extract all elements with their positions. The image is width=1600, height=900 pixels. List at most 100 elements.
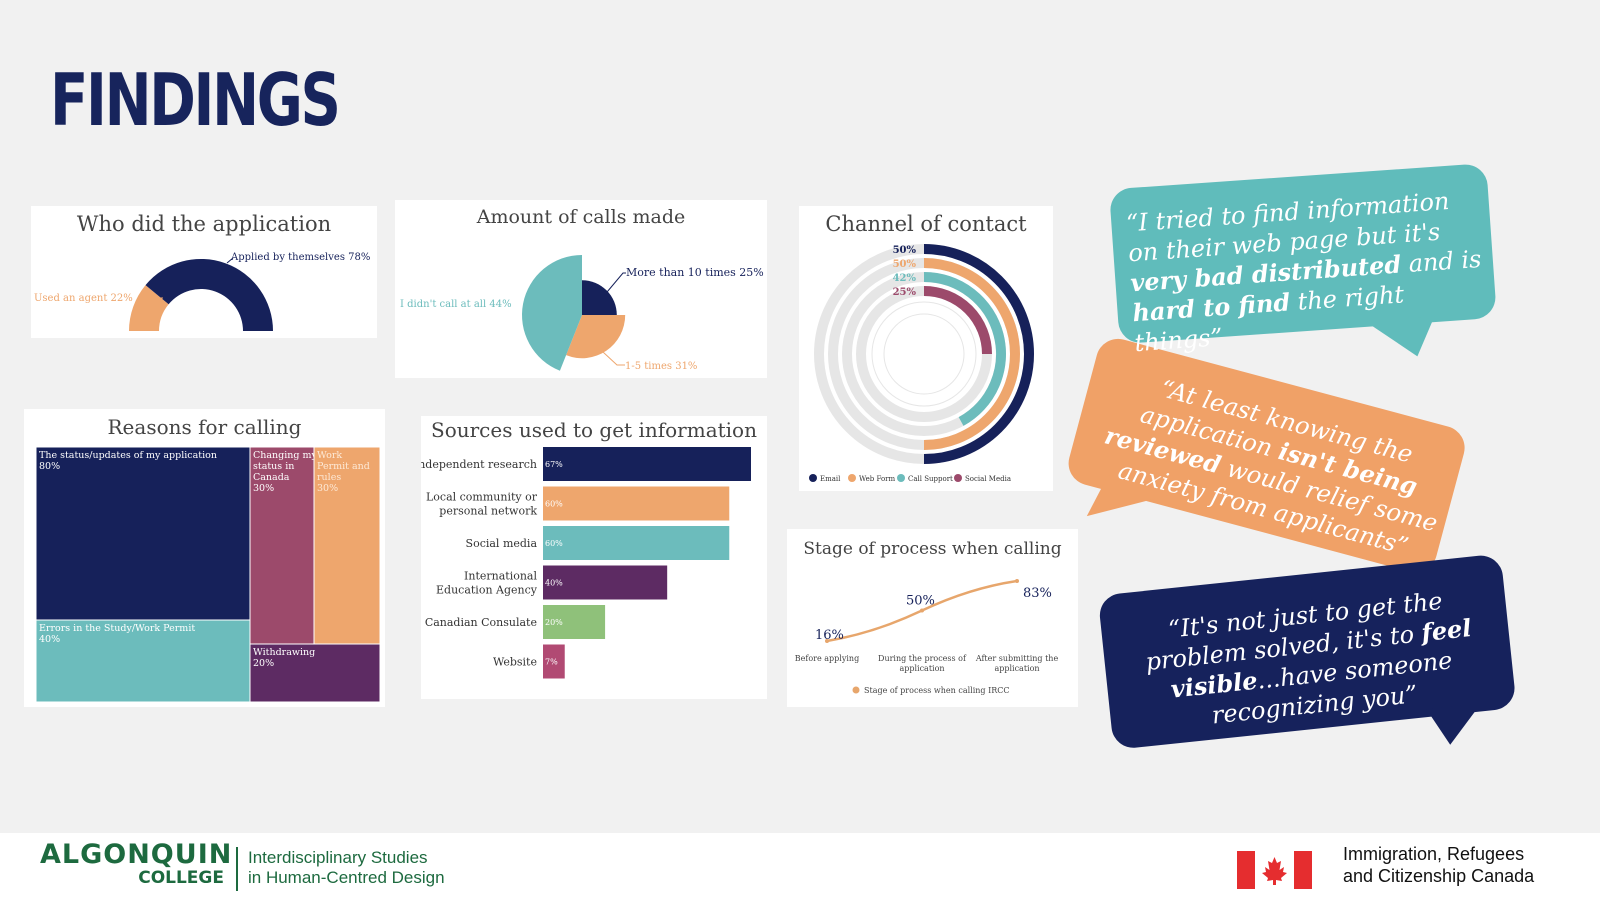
slice-label: I didn't call at all 44% bbox=[400, 299, 512, 310]
pie-slice bbox=[566, 315, 626, 359]
cell-label: The status/updates of my application bbox=[39, 450, 217, 461]
point-value-label: 16% bbox=[815, 628, 844, 643]
treemap-cell bbox=[35, 619, 251, 703]
legend-label: Web Form bbox=[859, 475, 896, 483]
treemap-cell bbox=[313, 446, 381, 645]
radial-bar bbox=[923, 244, 1034, 464]
donut-slice bbox=[145, 259, 273, 331]
bar-category-label: Social media bbox=[466, 537, 538, 550]
point-value-label: 50% bbox=[906, 594, 935, 609]
value-label: 42% bbox=[893, 273, 917, 284]
x-tick-label: application bbox=[899, 664, 944, 673]
chart-title: Reasons for calling bbox=[107, 415, 302, 439]
bar bbox=[543, 644, 565, 679]
bar bbox=[543, 605, 606, 639]
bar bbox=[543, 486, 730, 521]
canada-flag-icon bbox=[1237, 851, 1312, 889]
chart-title: Who did the application bbox=[76, 212, 332, 236]
cell-value: 20% bbox=[253, 658, 274, 669]
cell-value: 30% bbox=[253, 483, 274, 494]
donut-slice bbox=[129, 285, 169, 331]
program-line: Interdisciplinary Studies bbox=[248, 848, 428, 867]
pie-slice bbox=[521, 255, 582, 371]
radial-inner bbox=[883, 313, 965, 395]
radial-bar bbox=[923, 258, 1020, 450]
quote-text: and is bbox=[1400, 244, 1483, 279]
cell-label: Errors in the Study/Work Permit bbox=[39, 623, 195, 634]
value-label: 50% bbox=[893, 259, 917, 270]
cell-label: Changing my bbox=[253, 450, 318, 461]
leader-line bbox=[602, 351, 625, 366]
program-name: Interdisciplinary Studies in Human-Centr… bbox=[248, 848, 445, 888]
value-label: 50% bbox=[893, 245, 917, 256]
radial-inner bbox=[871, 301, 977, 407]
legend-swatch bbox=[954, 474, 962, 482]
program-line: in Human-Centred Design bbox=[248, 868, 445, 887]
radial-bar bbox=[923, 272, 1006, 426]
x-tick-label: During the process of bbox=[878, 654, 967, 663]
cell-value: 80% bbox=[39, 461, 60, 472]
series-point bbox=[920, 608, 924, 613]
chart-title: Amount of calls made bbox=[476, 206, 686, 228]
bar-category-label: Canadian Consulate bbox=[425, 616, 537, 629]
logo-divider bbox=[236, 847, 238, 891]
slice-label: Applied by themselves 78% bbox=[230, 252, 370, 263]
chart-channel: Channel of contact 50% 50% 42% 25% Email Web … bbox=[799, 206, 1053, 491]
college-sub: COLLEGE bbox=[138, 868, 224, 888]
cell-label: Permit and bbox=[317, 461, 370, 472]
college-logo: ALGONQUIN COLLEGE bbox=[40, 839, 233, 888]
bar-category-label: personal network bbox=[439, 505, 537, 518]
series-point bbox=[1015, 579, 1019, 583]
government-line: Immigration, Refugees bbox=[1343, 844, 1525, 864]
cell-label: Canada bbox=[253, 472, 290, 483]
leader-line bbox=[226, 257, 234, 264]
cell-label: Work bbox=[317, 450, 342, 461]
bar-value-label: 60% bbox=[545, 500, 563, 509]
chart-stage: Stage of process when calling 16% 50% 83% B… bbox=[787, 529, 1078, 707]
slice-label: More than 10 times 25% bbox=[626, 266, 764, 279]
chart-title: Stage of process when calling bbox=[803, 539, 1062, 559]
slice-label: Used an agent 22% bbox=[34, 293, 133, 304]
bar-value-label: 67% bbox=[545, 460, 563, 469]
pie-slice bbox=[582, 280, 617, 315]
legend-swatch bbox=[897, 474, 905, 482]
leader-line bbox=[601, 272, 626, 299]
bar bbox=[543, 526, 730, 560]
legend-label: Social Media bbox=[965, 475, 1011, 483]
bar bbox=[543, 565, 668, 600]
chart-reasons: Reasons for calling The status/updates o… bbox=[24, 409, 385, 707]
bar-value-label: 40% bbox=[545, 579, 563, 588]
treemap-cell bbox=[249, 643, 381, 703]
bar-category-label: Independent research bbox=[421, 458, 537, 471]
cell-label: status in bbox=[253, 461, 294, 472]
chart-sources: Sources used to get information 67% Indep… bbox=[421, 416, 767, 699]
bar-category-label: Website bbox=[493, 656, 537, 669]
cell-value: 30% bbox=[317, 483, 338, 494]
bar-category-label: Local community or bbox=[426, 491, 538, 504]
legend-swatch bbox=[852, 686, 860, 694]
bar-category-label: Education Agency bbox=[436, 584, 538, 597]
footer: ALGONQUIN COLLEGE Interdisciplinary Stud… bbox=[0, 833, 1600, 900]
legend-label: Call Support bbox=[908, 475, 953, 483]
bar-value-label: 20% bbox=[545, 618, 563, 627]
point-value-label: 83% bbox=[1023, 586, 1052, 601]
x-tick-label: Before applying bbox=[795, 654, 859, 663]
chart-who-applied: Who did the application Used an agent 22… bbox=[31, 206, 377, 338]
radial-bar bbox=[923, 286, 992, 355]
cell-label: rules bbox=[317, 472, 341, 483]
college-name: ALGONQUIN bbox=[40, 839, 233, 870]
value-label: 25% bbox=[893, 287, 917, 298]
page-title: FINDINGS bbox=[50, 58, 341, 142]
government-name: Immigration, Refugees and Citizenship Ca… bbox=[1343, 843, 1534, 887]
slice-label: 1-5 times 31% bbox=[625, 361, 697, 372]
quote-2-text: “At least knowing the application isn't … bbox=[1086, 360, 1465, 569]
bar-value-label: 60% bbox=[545, 539, 563, 548]
legend-label: Email bbox=[820, 475, 841, 483]
x-tick-label: application bbox=[994, 664, 1039, 673]
quote-1-text: “I tried to find information on their we… bbox=[1125, 184, 1490, 358]
legend-label: Stage of process when calling IRCC bbox=[864, 686, 1010, 695]
cell-value: 40% bbox=[39, 634, 60, 645]
bar bbox=[543, 447, 751, 481]
quote-3-text: “It's not just to get the problem solved… bbox=[1120, 581, 1501, 739]
chart-calls-made: Amount of calls made More than 10 times … bbox=[395, 200, 767, 378]
